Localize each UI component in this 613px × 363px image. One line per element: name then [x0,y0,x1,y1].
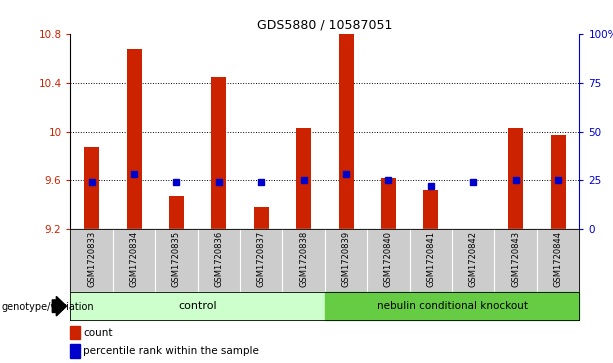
Bar [84,147,99,229]
Text: GSM1720841: GSM1720841 [427,231,435,287]
Bar [70,292,325,320]
Bar [296,128,311,229]
Text: nebulin conditional knockout: nebulin conditional knockout [376,301,528,311]
Bar [155,229,197,292]
Bar [537,229,579,292]
Text: GSM1720834: GSM1720834 [129,231,139,287]
Bar [495,229,537,292]
Bar [452,229,495,292]
Bar [508,128,523,229]
Text: percentile rank within the sample: percentile rank within the sample [83,346,259,356]
Bar [367,229,409,292]
Bar [240,229,283,292]
Text: GSM1720839: GSM1720839 [341,231,351,287]
Bar [113,229,155,292]
Bar [381,178,396,229]
Bar [70,344,80,358]
Text: genotype/variation: genotype/variation [1,302,94,312]
Bar [254,207,268,229]
Bar [127,49,142,229]
FancyArrow shape [52,297,66,316]
Title: GDS5880 / 10587051: GDS5880 / 10587051 [257,19,392,32]
Text: GSM1720843: GSM1720843 [511,231,520,287]
Bar [424,190,438,229]
Bar [169,196,184,229]
Bar [211,77,226,229]
Bar [550,135,566,229]
Bar [338,34,354,229]
Text: GSM1720835: GSM1720835 [172,231,181,287]
Text: GSM1720844: GSM1720844 [554,231,563,287]
Bar [325,229,367,292]
Bar [283,229,325,292]
Text: GSM1720842: GSM1720842 [469,231,478,287]
Text: control: control [178,301,217,311]
Text: GSM1720838: GSM1720838 [299,231,308,287]
Text: GSM1720836: GSM1720836 [215,231,223,287]
Text: GSM1720840: GSM1720840 [384,231,393,287]
Bar [70,229,113,292]
Bar [70,326,80,339]
Text: GSM1720833: GSM1720833 [87,231,96,287]
Text: count: count [83,328,113,338]
Bar [409,229,452,292]
Text: GSM1720837: GSM1720837 [257,231,266,287]
Bar [197,229,240,292]
Bar [325,292,579,320]
